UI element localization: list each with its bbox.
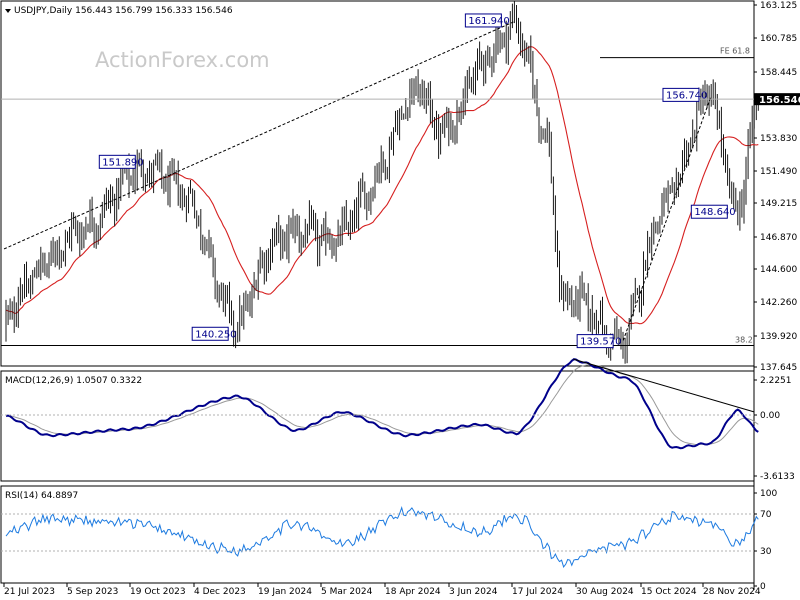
price-tick-label: 160.785 [760,34,797,44]
x-tick-label: 30 Aug 2024 [576,587,634,597]
x-tick-label: 19 Jan 2024 [258,587,312,597]
lower-trendline [622,96,712,341]
price-tick-label: 153.830 [760,134,797,144]
price-tick-label: 144.600 [760,265,797,275]
price-label: 151.890 [102,157,143,168]
moving-average-line [5,46,759,325]
x-tick-label: 5 Sep 2023 [67,587,118,597]
x-tick-label: 15 Oct 2024 [641,587,697,597]
rsi-tick-label: 30 [760,547,772,557]
price-label-box [690,204,728,219]
macd-tick-label: 2.2251 [760,376,792,386]
price-label-box [576,334,614,349]
x-tick-label: 21 Jul 2023 [4,587,55,597]
x-tick-label: 28 Nov 2024 [703,587,761,597]
price-label: 139.570 [580,337,621,348]
price-tick-label: 139.920 [760,332,797,342]
price-tick-label: 158.445 [760,68,797,78]
price-label: 140.250 [195,329,236,340]
rsi-line [5,506,759,568]
macd-header: MACD(12,26,9) 1.0507 0.3322 [5,376,142,386]
x-tick-label: 19 Oct 2023 [130,587,186,597]
macd-support-trendline [573,358,755,413]
price-label-box [662,87,700,102]
rsi-panel [0,485,755,584]
price-label: 156.740 [666,90,707,101]
dropdown-icon [5,9,11,13]
rsi-tick-label: 100 [760,489,777,499]
price-tick-label: 142.260 [760,298,797,308]
retracement-level-label: 38.2 [735,335,753,344]
rsi-tick-label: 0 [760,582,766,592]
current-price-badge [754,93,800,106]
macd-tick-label: 0.00 [760,411,780,421]
price-tick-label: 151.490 [760,167,797,177]
x-tick-label: 17 Jul 2024 [512,587,563,597]
x-tick-label: 18 Apr 2024 [385,587,441,597]
price-tick-label: 137.645 [760,363,797,373]
price-header: USDJPY,Daily 156.443 156.799 156.333 156… [14,6,233,16]
x-tick-label: 3 Jun 2024 [449,587,498,597]
rsi-tick-label: 70 [760,510,772,520]
current-price-label: 156.546 [759,95,800,106]
fe-level-label: FE 61.8 [720,47,750,56]
rsi-header: RSI(14) 64.8897 [5,491,78,501]
price-label: 161.940 [468,16,509,27]
price-label: 148.640 [694,207,735,218]
price-label-box [98,154,136,169]
macd-tick-label: -3.6133 [760,472,795,482]
price-label-box [191,326,229,341]
price-label-box [464,13,502,28]
watermark: ActionForex.com [95,48,270,72]
x-tick-label: 5 Mar 2024 [321,587,373,597]
price-tick-label: 146.870 [760,233,797,243]
price-tick-label: 149.215 [760,199,797,209]
price-tick-label: 163.125 [760,1,797,11]
macd-line [5,358,759,450]
upper-trendline [3,21,514,250]
x-tick-label: 4 Dec 2023 [194,587,246,597]
